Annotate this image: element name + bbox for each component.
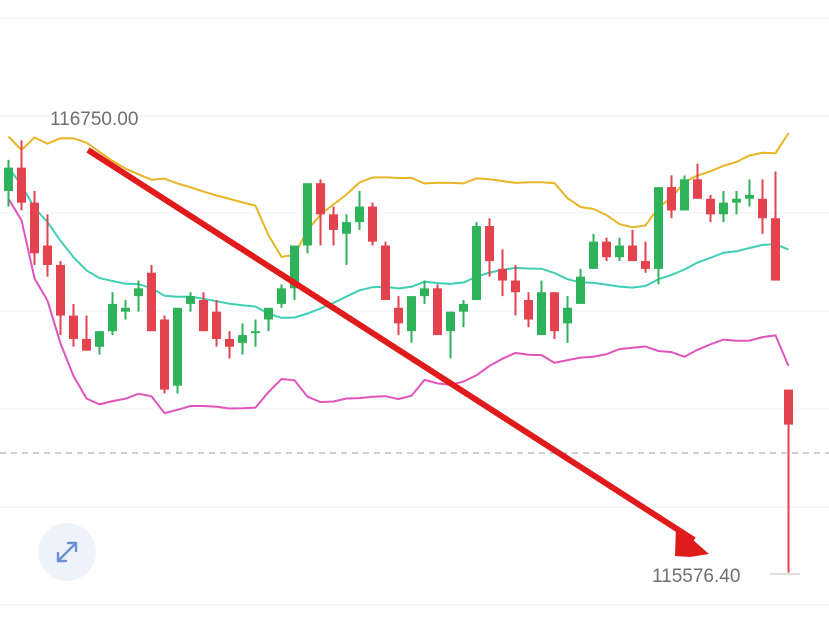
candle-down xyxy=(667,187,676,211)
candle-up xyxy=(121,307,130,312)
candle-down xyxy=(628,245,637,262)
candle-down xyxy=(433,288,442,336)
candle-up xyxy=(615,245,624,258)
trend-arrow-line xyxy=(86,147,696,543)
candle-down xyxy=(381,245,390,301)
candle-down xyxy=(641,261,650,269)
candle-up xyxy=(732,198,741,203)
candle-up xyxy=(459,303,468,312)
candle-up xyxy=(589,241,598,269)
low-price-label: 115576.40 xyxy=(652,566,740,587)
candle-down xyxy=(368,206,377,242)
candle-down xyxy=(602,241,611,258)
candle-down xyxy=(706,198,715,215)
candle-up xyxy=(238,335,247,343)
candle-down xyxy=(511,280,520,293)
trend-arrow-head xyxy=(675,525,709,557)
candles-group xyxy=(4,140,793,573)
candle-down xyxy=(17,167,26,203)
candle-down xyxy=(30,202,39,254)
candle-down xyxy=(147,272,156,332)
candle-down xyxy=(69,315,78,339)
candle-up xyxy=(680,179,689,211)
candle-up xyxy=(251,331,260,334)
candle-up xyxy=(108,303,117,332)
candle-down xyxy=(199,300,208,332)
candle-up xyxy=(173,307,182,386)
candle-down xyxy=(758,198,767,219)
candle-down xyxy=(316,183,325,215)
candle-down xyxy=(82,338,91,351)
candle-up xyxy=(472,226,481,301)
candle-down xyxy=(485,226,494,262)
candle-up xyxy=(355,206,364,223)
candle-down xyxy=(43,245,52,265)
candle-down xyxy=(212,311,221,339)
candle-up xyxy=(342,222,351,234)
candle-up xyxy=(420,288,429,297)
candle-up xyxy=(745,194,754,199)
candle-up xyxy=(537,292,546,336)
candle-up xyxy=(303,183,312,246)
lower-band-line xyxy=(7,198,790,415)
trend-arrow xyxy=(86,147,709,557)
candle-up xyxy=(4,167,13,191)
candle-down xyxy=(550,292,559,332)
candle-up xyxy=(134,288,143,297)
candle-up xyxy=(719,202,728,215)
candle-down xyxy=(394,307,403,324)
candle-up xyxy=(277,288,286,304)
candle-up xyxy=(186,296,195,304)
candle-up xyxy=(654,187,663,269)
candle-down xyxy=(771,218,780,281)
candle-down xyxy=(329,214,338,230)
candle-down xyxy=(693,179,702,199)
candle-up xyxy=(264,307,273,320)
candle-down xyxy=(498,268,507,281)
candle-up xyxy=(576,276,585,304)
candle-down xyxy=(784,389,793,425)
candle-down xyxy=(56,264,65,316)
candle-down xyxy=(160,319,169,390)
expand-button[interactable] xyxy=(38,523,96,581)
candle-down xyxy=(225,338,234,347)
candle-up xyxy=(290,245,299,289)
candle-up xyxy=(407,296,416,332)
candle-up xyxy=(95,331,104,347)
candle-up xyxy=(563,307,572,324)
high-price-label: 116750.00 xyxy=(50,109,138,130)
candle-up xyxy=(446,311,455,332)
candle-down xyxy=(524,300,533,320)
expand-icon xyxy=(56,541,78,563)
